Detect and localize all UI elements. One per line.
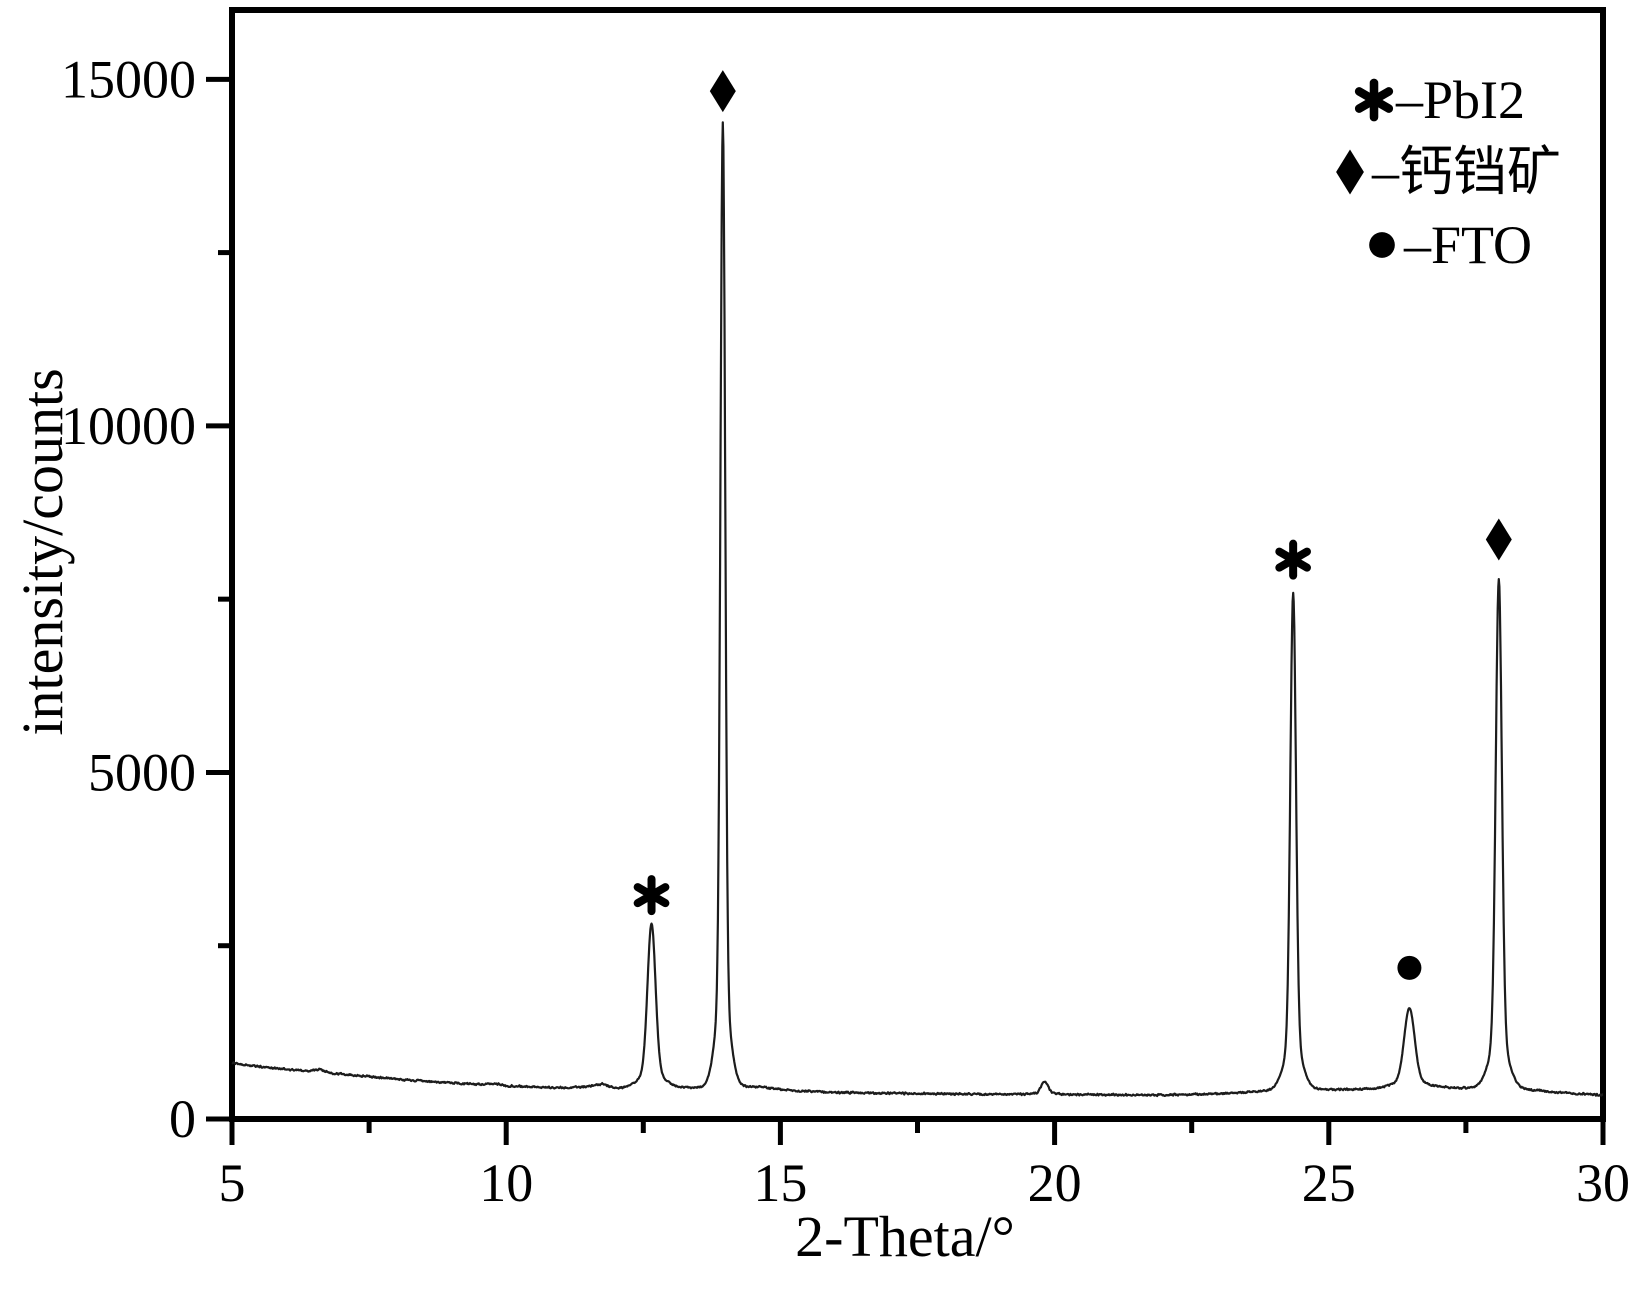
x-tick-label: 10 <box>479 1153 533 1213</box>
circle-marker-icon <box>1397 955 1422 980</box>
y-tick-label: 5000 <box>88 742 196 802</box>
legend-entry-label: –FTO <box>1403 215 1532 275</box>
diamond-marker-icon <box>1485 518 1512 561</box>
asterisk-marker-icon <box>1354 78 1394 122</box>
y-tick-label: 10000 <box>61 396 196 456</box>
asterisk-arm <box>1275 547 1312 572</box>
x-tick-label: 25 <box>1302 1153 1356 1213</box>
peak-markers <box>633 70 1512 980</box>
y-axis-title: intensity/counts <box>10 368 75 735</box>
legend-entry: –FTO <box>1369 215 1532 275</box>
asterisk-marker-icon <box>1275 539 1312 580</box>
axis-ticks: 5 10 15 20 25 30 0 5000 10000 15000 <box>61 49 1630 1213</box>
asterisk-arm <box>633 883 670 908</box>
y-tick-label: 15000 <box>61 49 196 109</box>
x-tick-label: 5 <box>219 1153 246 1213</box>
legend-entry: –PbI2 <box>1354 70 1525 130</box>
circle-marker-icon <box>1369 232 1395 258</box>
x-tick-label: 20 <box>1028 1153 1082 1213</box>
xrd-curve <box>231 121 1604 1098</box>
diamond-marker-icon <box>1336 149 1364 195</box>
diamond-marker-icon <box>709 70 736 113</box>
legend-entry: –钙铛矿 <box>1336 142 1561 202</box>
legend-entry-label: –钙铛矿 <box>1371 142 1561 202</box>
legend-entry-label: –PbI2 <box>1395 70 1525 130</box>
asterisk-marker-icon <box>633 875 670 916</box>
x-axis-title: 2-Theta/° <box>795 1204 1015 1269</box>
x-tick-label: 30 <box>1576 1153 1630 1213</box>
x-tick-label: 15 <box>753 1153 807 1213</box>
asterisk-arm <box>1354 87 1394 113</box>
y-tick-label: 0 <box>169 1089 196 1149</box>
legend: –PbI2 –钙铛矿 –FTO <box>1336 70 1561 275</box>
